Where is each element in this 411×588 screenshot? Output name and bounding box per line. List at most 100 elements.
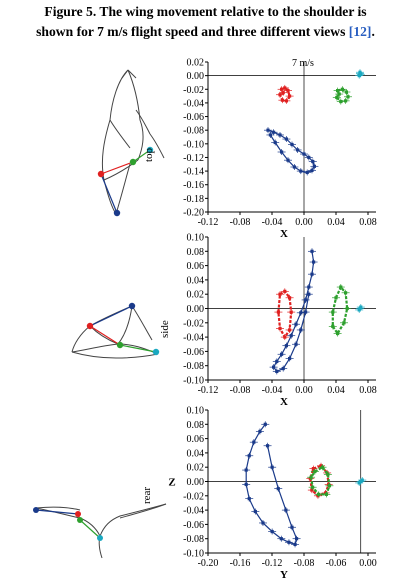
- wingtip-point: [299, 311, 303, 315]
- y-tick-label: -0.02: [183, 85, 204, 96]
- elbow-point: [344, 291, 348, 295]
- wingtip-point: [266, 128, 270, 132]
- hand-point: [281, 91, 285, 95]
- elbow-point: [339, 285, 343, 289]
- x-tick-label: -0.12: [262, 558, 283, 569]
- y-tick-label: -0.04: [183, 333, 204, 344]
- elbow-marker-side: [116, 341, 124, 349]
- x-tick-label: 0.00: [295, 217, 313, 228]
- y-tick-label: -0.20: [183, 208, 204, 219]
- wingtip-point: [312, 260, 316, 264]
- wingtip-point: [275, 369, 279, 374]
- chart-side-view: 0.10 0.08 0.06 0.04 0.02 0.00 -0.02 -0.04 -0.06 -…: [183, 233, 377, 409]
- wingtip-point: [280, 150, 284, 154]
- speed-label: 7 m/s: [292, 58, 314, 69]
- hand-point: [283, 289, 287, 293]
- shoulder-point: [359, 305, 363, 309]
- wingtip-point: [288, 356, 292, 361]
- elbow-point: [331, 310, 335, 314]
- x-tick-label: -0.12: [198, 385, 219, 396]
- wingtip-point: [272, 130, 276, 134]
- y-tick-label: 0.10: [187, 406, 205, 417]
- elbow-point: [345, 306, 349, 311]
- wingtip-point: [273, 140, 277, 145]
- y-tick-label: -0.02: [183, 491, 204, 502]
- hand-point: [310, 488, 314, 492]
- shoulder-point: [360, 478, 364, 482]
- y-tick-label: -0.12: [183, 153, 204, 164]
- y-tick-label: -0.02: [183, 318, 204, 329]
- wingtip-point: [296, 148, 300, 152]
- wingtip-point: [307, 292, 311, 296]
- y-tick-label: -0.08: [183, 361, 204, 372]
- caption-period: .: [371, 24, 375, 39]
- elbow-point: [336, 331, 340, 336]
- elbow-point: [326, 472, 330, 476]
- wingtip-point: [287, 540, 291, 544]
- y-tick-label: -0.04: [183, 506, 204, 517]
- wingtip-point: [270, 529, 274, 534]
- shoulder-marker-side: [152, 348, 160, 356]
- elbow-point: [331, 324, 335, 328]
- wingtip-point: [278, 133, 282, 137]
- wingtip-point: [292, 165, 296, 169]
- wingtip-point: [302, 152, 306, 156]
- elbow-point: [344, 99, 348, 103]
- hand-marker-top: [97, 170, 105, 178]
- x-tick-label: -0.16: [230, 558, 251, 569]
- shoulder-marker-rear: [97, 535, 103, 541]
- wingtip-point: [258, 429, 262, 434]
- caption-line-2: shown for 7 m/s flight speed and three d…: [0, 22, 411, 42]
- y-tick-label: 0.00: [187, 477, 205, 488]
- x-tick-label: -0.08: [230, 385, 251, 396]
- elbow-point: [336, 89, 340, 93]
- y-tick-label: -0.06: [183, 520, 204, 531]
- elbow-point: [334, 296, 338, 300]
- y-tick-label: -0.08: [183, 534, 204, 545]
- wingtip-point: [263, 422, 267, 426]
- wingtip-point: [284, 344, 288, 348]
- x-tick-label: 0.04: [327, 385, 345, 396]
- hand-point: [278, 93, 282, 97]
- hand-marker-side: [86, 322, 94, 330]
- shoulder-point: [358, 71, 362, 76]
- x-tick-label: -0.12: [198, 217, 219, 228]
- wingtip-point: [244, 482, 248, 486]
- wingtip-point: [294, 537, 299, 541]
- elbow-point: [335, 95, 339, 100]
- view-label-side: side: [159, 320, 171, 338]
- hand-point: [286, 89, 290, 93]
- wingtip-point: [252, 440, 256, 444]
- y-tick-label: 0.02: [187, 58, 205, 69]
- hand-point: [288, 328, 292, 332]
- hand-point: [289, 310, 293, 314]
- view-label-rear: rear: [141, 487, 153, 504]
- wingtip-point: [284, 137, 288, 141]
- elbow-marker-rear: [77, 517, 83, 523]
- y-tick-label: 0.00: [187, 304, 205, 315]
- y-axis-label: Z: [168, 477, 175, 489]
- wingtip-point: [284, 508, 288, 512]
- x-tick-label: 0.00: [295, 385, 313, 396]
- y-tick-label: -0.14: [183, 167, 204, 178]
- view-label-top: top: [143, 147, 155, 162]
- elbow-point: [337, 92, 341, 96]
- wingtip-point: [310, 249, 314, 253]
- wingtip-point: [280, 352, 284, 356]
- reference-link[interactable]: [12]: [348, 24, 372, 39]
- wingtip-point: [247, 497, 251, 501]
- wingtip-point: [299, 169, 303, 173]
- shoulder-point: [357, 481, 361, 485]
- elbow-point: [311, 485, 315, 489]
- y-tick-label: -0.10: [183, 376, 204, 387]
- wingtip-point: [279, 537, 283, 541]
- x-axis-label: Y: [280, 569, 288, 581]
- hand-point: [311, 467, 315, 471]
- wingtip-marker-side: [128, 302, 136, 310]
- elbow-marker-top: [129, 158, 137, 166]
- x-tick-label: -0.08: [294, 558, 315, 569]
- y-tick-label: 0.04: [187, 275, 205, 286]
- hand-point: [278, 326, 282, 331]
- y-tick-label: 0.02: [187, 463, 205, 474]
